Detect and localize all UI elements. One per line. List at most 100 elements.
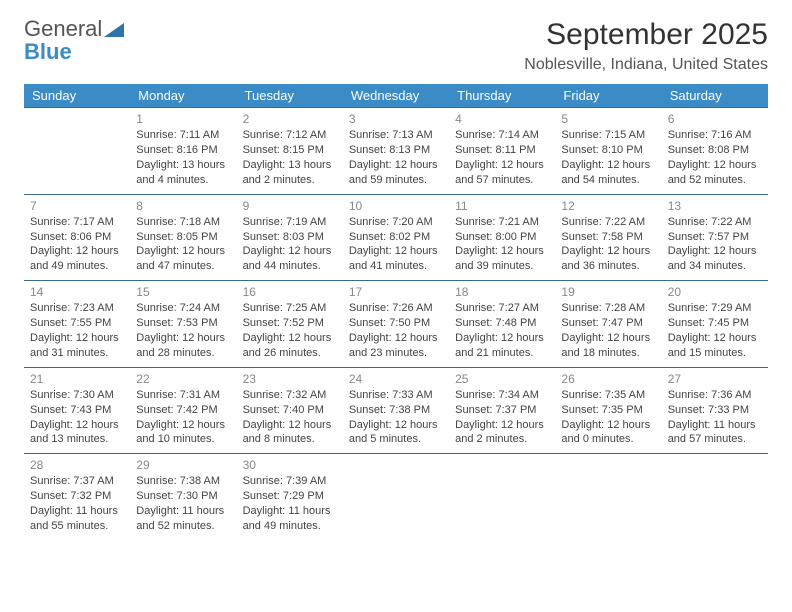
- day-number: 25: [455, 371, 549, 387]
- brand-part2: Blue: [24, 39, 72, 64]
- weekday-header: Friday: [555, 84, 661, 108]
- sunrise-text: Sunrise: 7:32 AM: [243, 388, 337, 403]
- sunset-text: Sunset: 8:08 PM: [668, 143, 762, 158]
- calendar-day-cell: 10Sunrise: 7:20 AMSunset: 8:02 PMDayligh…: [343, 194, 449, 281]
- day-number: 8: [136, 198, 230, 214]
- weekday-header: Monday: [130, 84, 236, 108]
- calendar-day-cell: [555, 454, 661, 540]
- sunrise-text: Sunrise: 7:38 AM: [136, 474, 230, 489]
- sunset-text: Sunset: 7:58 PM: [561, 230, 655, 245]
- calendar-day-cell: 14Sunrise: 7:23 AMSunset: 7:55 PMDayligh…: [24, 281, 130, 368]
- day-number: 24: [349, 371, 443, 387]
- calendar-week-row: 7Sunrise: 7:17 AMSunset: 8:06 PMDaylight…: [24, 194, 768, 281]
- calendar-day-cell: 11Sunrise: 7:21 AMSunset: 8:00 PMDayligh…: [449, 194, 555, 281]
- calendar-day-cell: 22Sunrise: 7:31 AMSunset: 7:42 PMDayligh…: [130, 367, 236, 454]
- brand-text: General Blue: [24, 18, 124, 63]
- calendar-day-cell: 25Sunrise: 7:34 AMSunset: 7:37 PMDayligh…: [449, 367, 555, 454]
- sunset-text: Sunset: 7:55 PM: [30, 316, 124, 331]
- sunrise-text: Sunrise: 7:18 AM: [136, 215, 230, 230]
- daylight-text: Daylight: 12 hours and 2 minutes.: [455, 418, 549, 448]
- weekday-header: Wednesday: [343, 84, 449, 108]
- sunrise-text: Sunrise: 7:29 AM: [668, 301, 762, 316]
- daylight-text: Daylight: 11 hours and 52 minutes.: [136, 504, 230, 534]
- day-number: 5: [561, 111, 655, 127]
- daylight-text: Daylight: 13 hours and 2 minutes.: [243, 158, 337, 188]
- sunrise-text: Sunrise: 7:34 AM: [455, 388, 549, 403]
- month-title: September 2025: [524, 18, 768, 52]
- daylight-text: Daylight: 12 hours and 39 minutes.: [455, 244, 549, 274]
- sunset-text: Sunset: 8:16 PM: [136, 143, 230, 158]
- sunset-text: Sunset: 7:33 PM: [668, 403, 762, 418]
- sunset-text: Sunset: 7:29 PM: [243, 489, 337, 504]
- day-number: 20: [668, 284, 762, 300]
- sunrise-text: Sunrise: 7:20 AM: [349, 215, 443, 230]
- daylight-text: Daylight: 12 hours and 34 minutes.: [668, 244, 762, 274]
- daylight-text: Daylight: 12 hours and 47 minutes.: [136, 244, 230, 274]
- sunset-text: Sunset: 7:32 PM: [30, 489, 124, 504]
- daylight-text: Daylight: 12 hours and 28 minutes.: [136, 331, 230, 361]
- sunset-text: Sunset: 8:10 PM: [561, 143, 655, 158]
- weekday-header: Saturday: [662, 84, 768, 108]
- sunrise-text: Sunrise: 7:22 AM: [668, 215, 762, 230]
- calendar-table: SundayMondayTuesdayWednesdayThursdayFrid…: [24, 84, 768, 540]
- page-root: General Blue September 2025 Noblesville,…: [0, 0, 792, 558]
- daylight-text: Daylight: 12 hours and 15 minutes.: [668, 331, 762, 361]
- day-number: 14: [30, 284, 124, 300]
- day-number: 3: [349, 111, 443, 127]
- day-number: 21: [30, 371, 124, 387]
- day-number: 19: [561, 284, 655, 300]
- sunset-text: Sunset: 7:53 PM: [136, 316, 230, 331]
- daylight-text: Daylight: 12 hours and 8 minutes.: [243, 418, 337, 448]
- daylight-text: Daylight: 12 hours and 54 minutes.: [561, 158, 655, 188]
- daylight-text: Daylight: 12 hours and 13 minutes.: [30, 418, 124, 448]
- daylight-text: Daylight: 13 hours and 4 minutes.: [136, 158, 230, 188]
- calendar-week-row: 1Sunrise: 7:11 AMSunset: 8:16 PMDaylight…: [24, 108, 768, 195]
- calendar-day-cell: 17Sunrise: 7:26 AMSunset: 7:50 PMDayligh…: [343, 281, 449, 368]
- sunrise-text: Sunrise: 7:16 AM: [668, 128, 762, 143]
- day-number: 22: [136, 371, 230, 387]
- calendar-day-cell: [24, 108, 130, 195]
- sunrise-text: Sunrise: 7:13 AM: [349, 128, 443, 143]
- day-number: 10: [349, 198, 443, 214]
- sunset-text: Sunset: 7:50 PM: [349, 316, 443, 331]
- calendar-day-cell: [662, 454, 768, 540]
- calendar-day-cell: 12Sunrise: 7:22 AMSunset: 7:58 PMDayligh…: [555, 194, 661, 281]
- day-number: 26: [561, 371, 655, 387]
- daylight-text: Daylight: 12 hours and 41 minutes.: [349, 244, 443, 274]
- location-text: Noblesville, Indiana, United States: [524, 56, 768, 74]
- calendar-day-cell: [449, 454, 555, 540]
- daylight-text: Daylight: 12 hours and 18 minutes.: [561, 331, 655, 361]
- day-number: 27: [668, 371, 762, 387]
- daylight-text: Daylight: 11 hours and 57 minutes.: [668, 418, 762, 448]
- calendar-head: SundayMondayTuesdayWednesdayThursdayFrid…: [24, 84, 768, 108]
- calendar-day-cell: 15Sunrise: 7:24 AMSunset: 7:53 PMDayligh…: [130, 281, 236, 368]
- sunset-text: Sunset: 7:38 PM: [349, 403, 443, 418]
- day-number: 4: [455, 111, 549, 127]
- sunset-text: Sunset: 7:47 PM: [561, 316, 655, 331]
- day-number: 18: [455, 284, 549, 300]
- sunset-text: Sunset: 7:40 PM: [243, 403, 337, 418]
- calendar-day-cell: 6Sunrise: 7:16 AMSunset: 8:08 PMDaylight…: [662, 108, 768, 195]
- sunrise-text: Sunrise: 7:31 AM: [136, 388, 230, 403]
- daylight-text: Daylight: 12 hours and 52 minutes.: [668, 158, 762, 188]
- sunrise-text: Sunrise: 7:15 AM: [561, 128, 655, 143]
- sunrise-text: Sunrise: 7:37 AM: [30, 474, 124, 489]
- calendar-day-cell: 21Sunrise: 7:30 AMSunset: 7:43 PMDayligh…: [24, 367, 130, 454]
- sunrise-text: Sunrise: 7:23 AM: [30, 301, 124, 316]
- daylight-text: Daylight: 12 hours and 57 minutes.: [455, 158, 549, 188]
- daylight-text: Daylight: 12 hours and 31 minutes.: [30, 331, 124, 361]
- brand-triangle-icon: [104, 19, 124, 41]
- sunrise-text: Sunrise: 7:35 AM: [561, 388, 655, 403]
- sunrise-text: Sunrise: 7:26 AM: [349, 301, 443, 316]
- day-number: 11: [455, 198, 549, 214]
- daylight-text: Daylight: 12 hours and 23 minutes.: [349, 331, 443, 361]
- sunrise-text: Sunrise: 7:27 AM: [455, 301, 549, 316]
- sunrise-text: Sunrise: 7:24 AM: [136, 301, 230, 316]
- calendar-day-cell: 24Sunrise: 7:33 AMSunset: 7:38 PMDayligh…: [343, 367, 449, 454]
- day-number: 29: [136, 457, 230, 473]
- day-number: 13: [668, 198, 762, 214]
- calendar-day-cell: 16Sunrise: 7:25 AMSunset: 7:52 PMDayligh…: [237, 281, 343, 368]
- day-number: 16: [243, 284, 337, 300]
- sunset-text: Sunset: 8:06 PM: [30, 230, 124, 245]
- daylight-text: Daylight: 12 hours and 36 minutes.: [561, 244, 655, 274]
